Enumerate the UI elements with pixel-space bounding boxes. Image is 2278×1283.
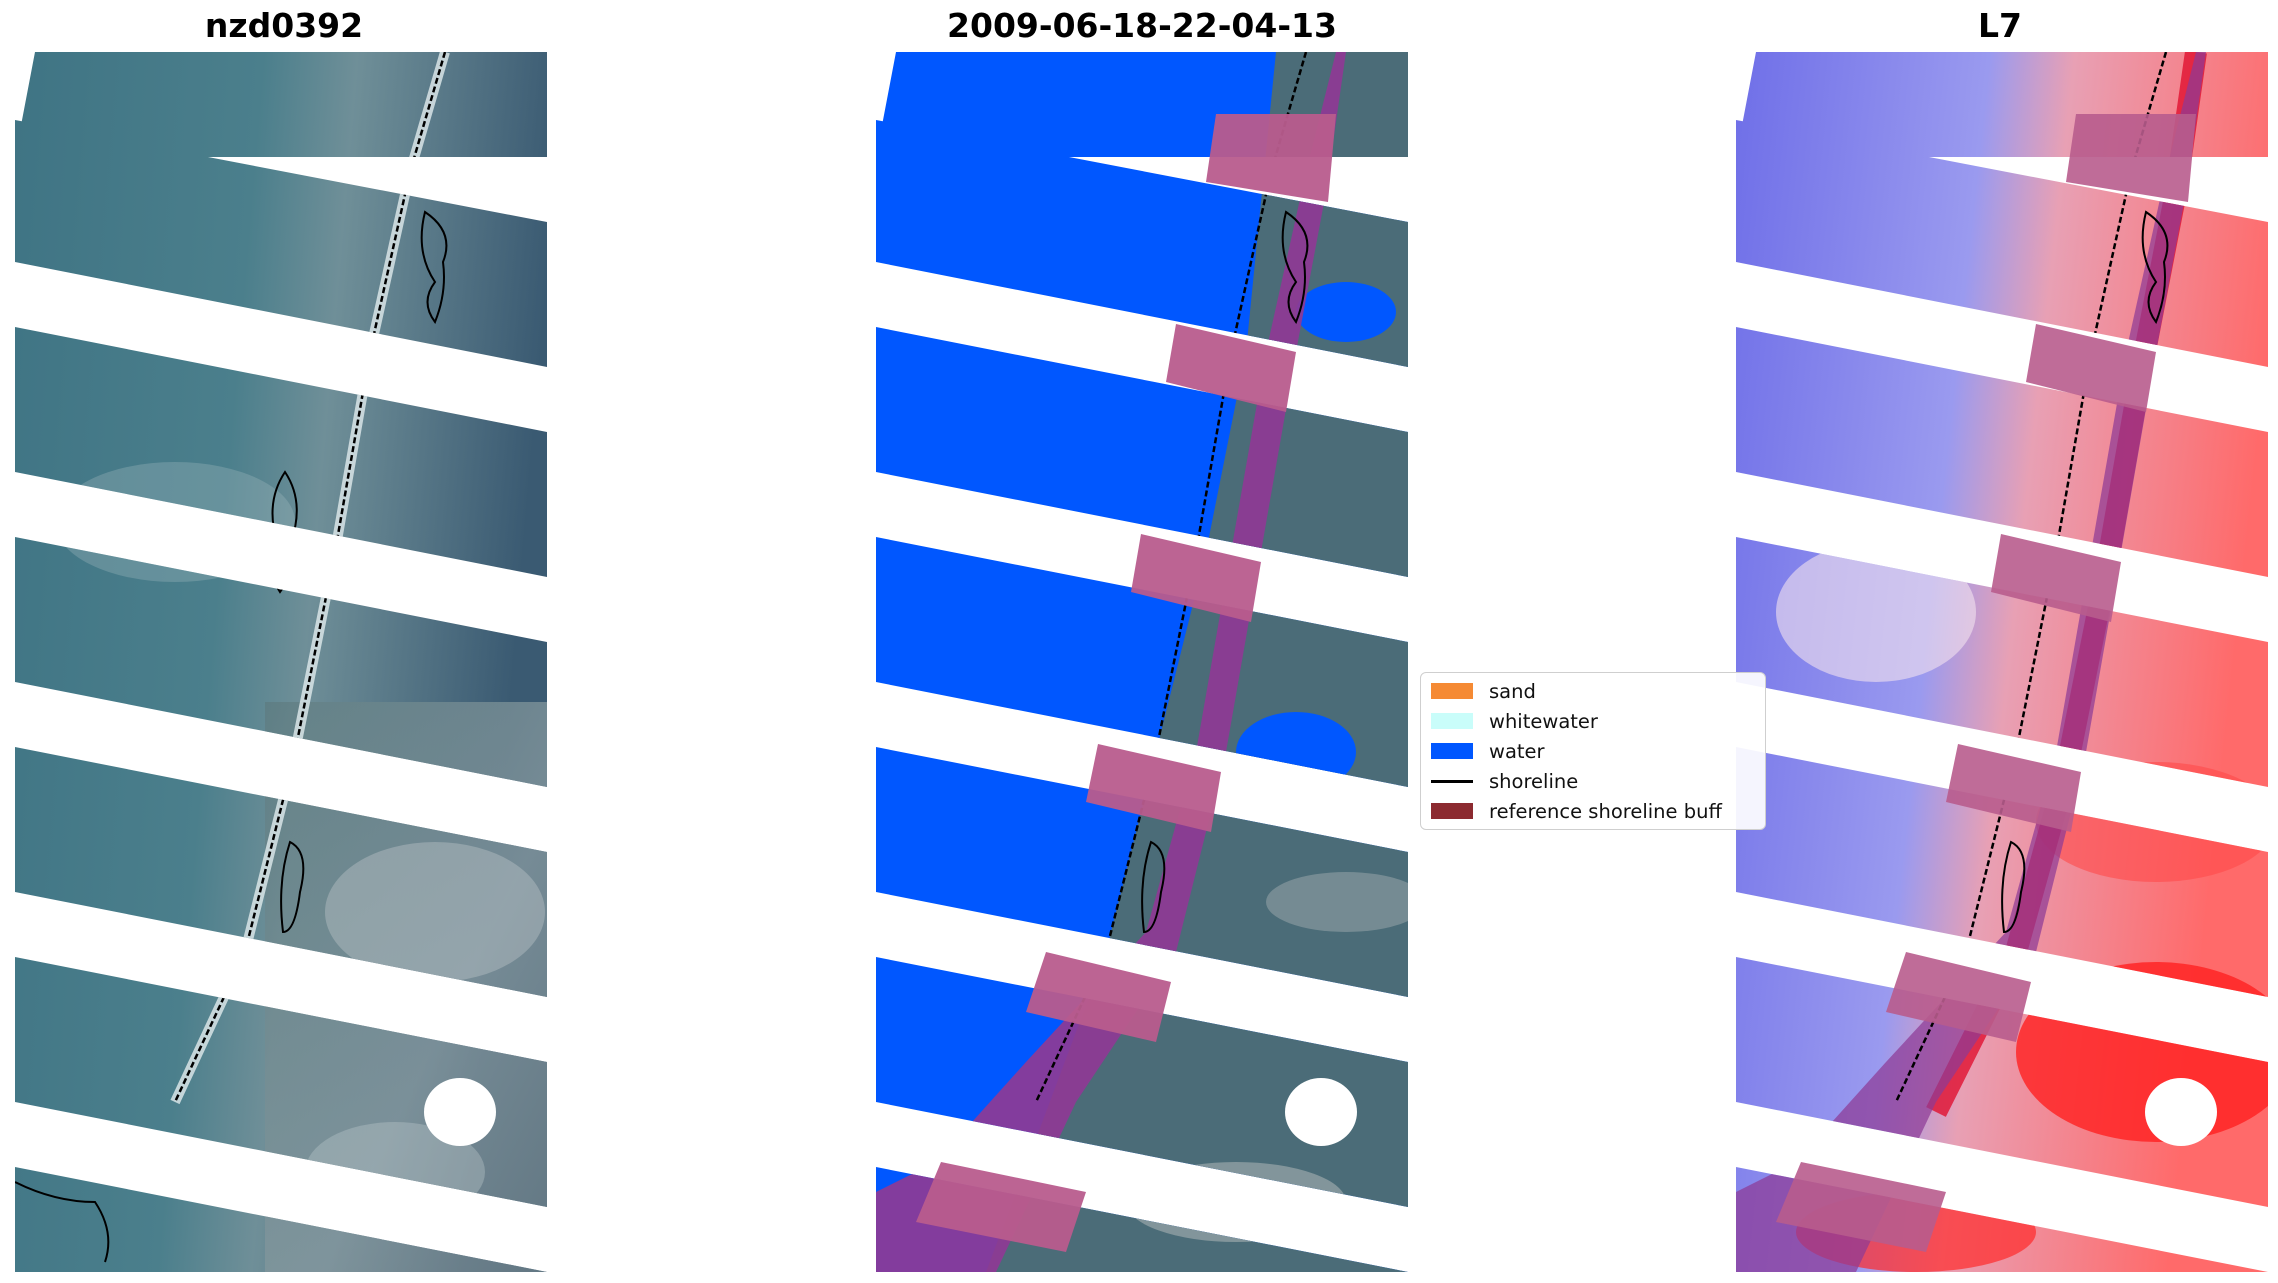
legend-label-water: water (1489, 739, 1545, 763)
rgb-image (15, 52, 547, 1272)
classified-image-panel (876, 52, 1408, 1272)
classified-image (876, 52, 1408, 1272)
panel-title-index: L7 (1978, 6, 2022, 45)
legend-item-reference-buffer: reference shoreline buff (1431, 798, 1722, 824)
rgb-image-panel (15, 52, 547, 1272)
index-image (1736, 52, 2268, 1272)
panel-title-rgb: nzd0392 (204, 6, 364, 45)
sand-swatch (1431, 683, 1473, 699)
buffer-nodata-bands (916, 114, 1336, 1252)
water-swatch (1431, 743, 1473, 759)
whitewater-swatch (1431, 713, 1473, 729)
reference-buffer-swatch (1431, 803, 1473, 819)
legend-label-reference-buffer: reference shoreline buff (1489, 799, 1722, 823)
legend-item-shoreline: shoreline (1431, 768, 1578, 794)
legend-item-water: water (1431, 738, 1545, 764)
shoreline-line-icon (1431, 779, 1473, 783)
legend-item-sand: sand (1431, 678, 1536, 704)
legend-label-whitewater: whitewater (1489, 709, 1598, 733)
legend-label-sand: sand (1489, 679, 1536, 703)
panel-title-classified: 2009-06-18-22-04-13 (947, 6, 1337, 45)
legend-label-shoreline: shoreline (1489, 769, 1579, 793)
index-image-panel (1736, 52, 2268, 1272)
legend: sand whitewater water shoreline referenc… (1420, 672, 1766, 830)
legend-item-whitewater: whitewater (1431, 708, 1598, 734)
